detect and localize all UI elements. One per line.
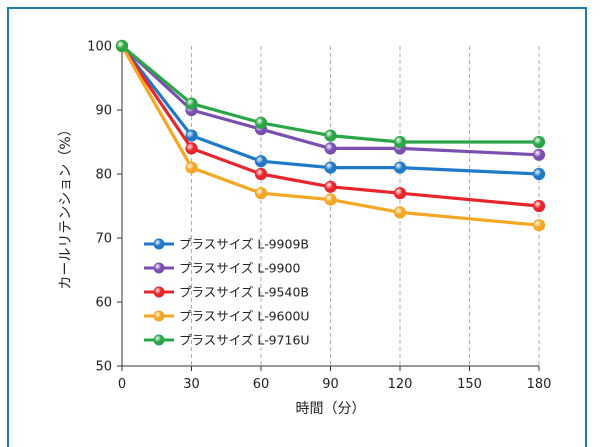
series-3 xyxy=(115,39,546,213)
legend-swatch-marker xyxy=(153,262,165,274)
y-tick-label: 70 xyxy=(95,232,112,247)
x-tick-label: 30 xyxy=(183,377,200,392)
legend-swatch-marker xyxy=(153,286,165,298)
data-point xyxy=(324,129,337,142)
data-point xyxy=(393,187,407,200)
series-layer xyxy=(115,39,546,232)
legend-swatch-marker xyxy=(153,310,165,322)
data-point xyxy=(254,187,268,200)
legend-label: プラスサイズ L-9909B xyxy=(179,237,309,252)
data-point xyxy=(185,142,198,155)
legend-label: プラスサイズ L-9600U xyxy=(179,309,310,324)
y-axis-title: カールリテンション（%） xyxy=(58,122,74,289)
y-tick-label: 90 xyxy=(95,104,112,119)
legend-label: プラスサイズ L-9540B xyxy=(179,285,309,300)
series-line xyxy=(120,44,541,176)
series-4 xyxy=(115,39,546,232)
data-point xyxy=(254,116,268,129)
data-point xyxy=(324,142,337,155)
legend-entry: プラスサイズ L-9540B xyxy=(144,285,309,300)
legend-entry: プラスサイズ L-9600U xyxy=(144,309,310,324)
legend-label: プラスサイズ L-9900 xyxy=(179,261,300,276)
data-point xyxy=(393,161,407,174)
series-line xyxy=(120,44,541,144)
grid-lines xyxy=(191,46,540,366)
series-line xyxy=(120,44,541,227)
data-point xyxy=(185,97,198,110)
data-point xyxy=(532,167,546,181)
data-point xyxy=(532,148,546,161)
data-point xyxy=(254,155,268,168)
y-tick-label: 100 xyxy=(87,40,112,55)
data-point xyxy=(532,199,546,213)
x-tick-label: 60 xyxy=(253,377,270,392)
x-tick-label: 90 xyxy=(322,377,339,392)
data-point xyxy=(393,135,407,149)
legend-label: プラスサイズ L-9716U xyxy=(179,333,310,348)
legend-entry: プラスサイズ L-9909B xyxy=(144,237,309,252)
data-point xyxy=(324,193,337,206)
line-chart: 50 60 70 80 90 100 0 30 60 90 120 150 180 プラスサイズ L-9… xyxy=(58,39,551,418)
series-5 xyxy=(115,39,546,149)
legend: プラスサイズ L-9909B プラスサイズ L-9900 プラスサイズ L-9540… xyxy=(144,237,310,348)
legend-swatch-marker xyxy=(153,238,165,250)
series-line xyxy=(120,44,541,208)
data-point xyxy=(185,129,198,142)
series-line xyxy=(120,44,541,157)
legend-entry: プラスサイズ L-9900 xyxy=(144,261,300,276)
x-tick-label: 150 xyxy=(457,377,482,392)
chart-frame xyxy=(7,7,587,447)
legend-entry: プラスサイズ L-9716U xyxy=(144,333,310,348)
data-point xyxy=(115,39,129,53)
data-point xyxy=(185,161,198,174)
data-point xyxy=(324,161,337,174)
axes: 50 60 70 80 90 100 0 30 60 90 120 150 180 xyxy=(87,40,551,393)
x-tick-label: 120 xyxy=(388,377,413,392)
y-tick-label: 80 xyxy=(95,168,112,183)
series-1 xyxy=(115,39,546,181)
data-point xyxy=(393,206,407,219)
legend-swatch-marker xyxy=(153,334,165,346)
y-tick-label: 50 xyxy=(95,360,112,375)
x-tick-label: 180 xyxy=(527,377,552,392)
y-tick-label: 60 xyxy=(95,296,112,311)
data-point xyxy=(254,167,268,181)
x-tick-label: 0 xyxy=(118,377,126,392)
data-point xyxy=(324,180,337,193)
x-axis-title: 時間（分） xyxy=(296,401,366,417)
data-point xyxy=(532,135,546,149)
data-point xyxy=(532,219,546,232)
